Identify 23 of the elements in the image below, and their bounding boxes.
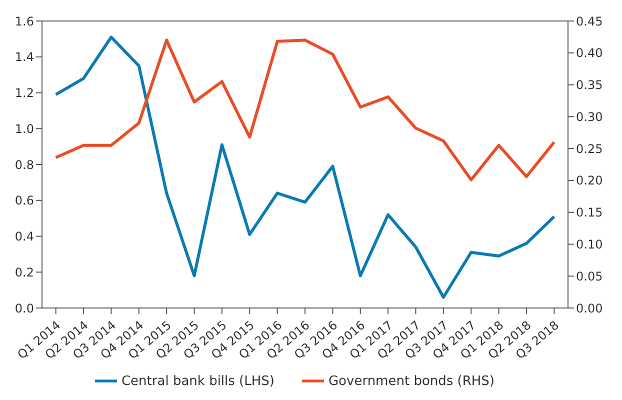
y-tick-label: 0.2 [14,265,34,280]
y-tick-label: 0.6 [14,194,34,208]
y-tick-label: 0.0 [14,301,34,316]
y2-tick-label: 0.35 [576,78,603,92]
y-tick-label: 1.0 [14,122,34,136]
legend-label: Government bonds (RHS) [328,374,494,389]
y2-tick-label: 0.45 [576,14,603,28]
y2-tick-label: 0.40 [576,46,603,60]
y-tick-label: 0.4 [14,230,34,244]
y2-tick-label: 0.15 [576,206,603,220]
legend-label: Central bank bills (LHS) [121,374,274,389]
y-tick-label: 1.2 [14,86,34,100]
y2-tick-label: 0.20 [576,174,603,188]
y-tick-label: 1.6 [14,14,34,28]
y2-tick-label: 0.10 [576,237,603,252]
y-tick-label: 0.8 [14,158,34,172]
y2-tick-label: 0.30 [576,110,603,124]
y2-tick-label: 0.05 [576,269,603,284]
y2-tick-label: 0.00 [576,301,603,316]
line-series [54,38,556,182]
y2-tick-label: 0.25 [576,142,603,156]
y-tick-label: 1.4 [14,50,34,64]
line-series [54,36,556,299]
